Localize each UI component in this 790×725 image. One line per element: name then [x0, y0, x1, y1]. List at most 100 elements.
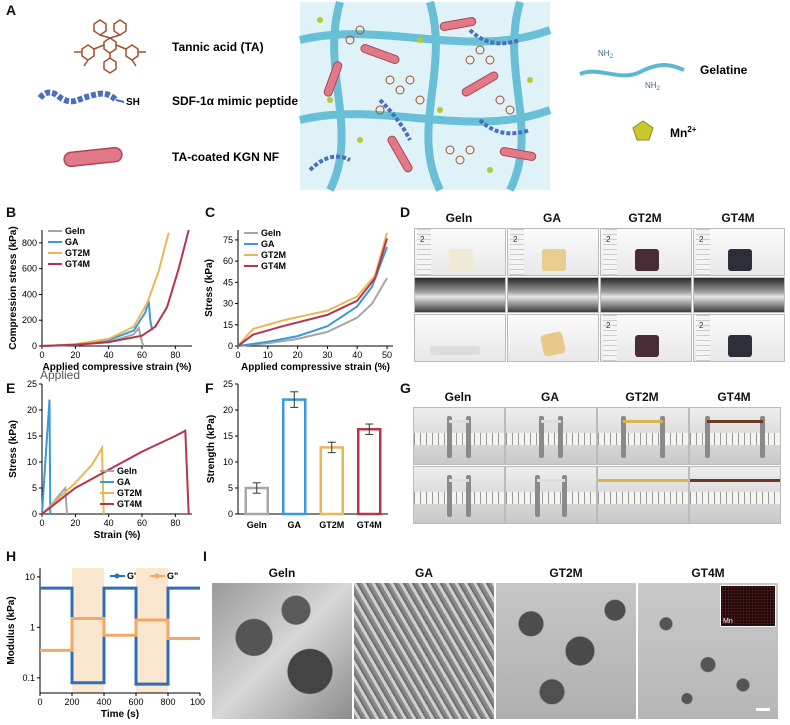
photo-d-Geln-row3: [414, 314, 506, 362]
y-tick-label: 1: [30, 622, 35, 632]
legend-marker: [114, 573, 120, 579]
x-tick-label: 400: [96, 697, 111, 707]
y-tick-label: 200: [22, 315, 37, 325]
bar-GT4M: [357, 427, 382, 516]
y-axis-label: Compression stress (kPa): [8, 226, 19, 349]
bar-GA: [282, 398, 307, 516]
x-tick-label: GA: [288, 520, 302, 530]
ta-label: Tannic acid (TA): [172, 40, 264, 54]
col-header-d-GT4M: GT4M: [721, 211, 755, 225]
x-tick-label: 0: [235, 350, 240, 360]
photo-d-GA-row2: [507, 277, 599, 313]
x-tick-label: 60: [137, 350, 147, 360]
clamp-right: [466, 475, 471, 517]
col-header-g-GA: GA: [541, 390, 559, 404]
chart-c: 0 10 20 30 40 50 0 15 30 45 60 75 Applied compressiv…: [204, 228, 393, 373]
x-tick-label: 0: [39, 350, 44, 360]
ruler: 2: [510, 229, 524, 275]
col-header-d-GA: GA: [543, 211, 561, 225]
x-tick-label: 50: [382, 350, 392, 360]
y-tick-label: 30: [223, 299, 233, 309]
hydrogel-sample: [635, 249, 659, 271]
stretched-hydrogel: [690, 479, 780, 482]
col-header-i-GT4M: GT4M: [691, 566, 725, 580]
clamp-left: [621, 416, 626, 458]
panel-letter-i: I: [203, 548, 207, 564]
y-tick-label: 0: [32, 341, 37, 351]
mn-inset-label: Mn: [723, 618, 733, 625]
photo-d-GT2M-row2: [600, 277, 692, 313]
stretched-hydrogel: [541, 420, 561, 423]
ruler-label: 2: [606, 235, 611, 244]
x-tick-label: 0: [37, 697, 42, 707]
photo-g-GT2M-row2: [597, 466, 689, 524]
x-tick-label: 40: [352, 350, 362, 360]
tannic-acid-icon: [74, 19, 146, 74]
y-tick-label: 400: [22, 289, 37, 299]
mn-icon: [632, 120, 654, 141]
y-tick-label: 15: [223, 431, 233, 441]
y-tick-label: 800: [22, 238, 37, 248]
panel-letter-e: E: [6, 380, 16, 396]
clamp-right: [660, 416, 665, 458]
photo-d-Geln-row1: 2: [414, 228, 506, 276]
legend-label: G': [127, 571, 136, 581]
photo-d-GT2M-row3: 2: [600, 314, 692, 362]
y-tick-label: 20: [223, 405, 233, 415]
time-band: [136, 568, 168, 693]
y-tick-label: 10: [25, 572, 35, 582]
x-tick-label: 200: [64, 697, 79, 707]
x-tick-label: 40: [104, 350, 114, 360]
x-tick-label: 800: [160, 697, 175, 707]
ruler: [690, 433, 780, 446]
clamp-left: [539, 416, 544, 458]
legend-label: G": [167, 571, 178, 581]
legend-label: GT4M: [65, 259, 90, 269]
photo-g-GT2M-row1: [597, 407, 689, 465]
legend-label: GT2M: [65, 248, 90, 258]
legend-label: GT2M: [261, 250, 286, 260]
sh-label: SH: [126, 97, 140, 108]
series-line-GT2M: [41, 232, 170, 347]
legend-label: GA: [261, 239, 275, 249]
mn-label: Mn2+: [670, 125, 697, 140]
photo-g-Geln-row1: [413, 407, 505, 465]
panel-letter-b: B: [6, 204, 17, 220]
y-tick-label: 0.1: [22, 673, 35, 683]
clamp-right: [558, 416, 563, 458]
axes-F: [237, 384, 388, 515]
y-tick-label: 75: [223, 235, 233, 245]
chart-f: 0 5 10 15 20 25 Strength (kPa) Geln GA GT2M GT4M: [206, 379, 388, 530]
col-header-i-GA: GA: [415, 566, 433, 580]
hydrogel-sample: [539, 330, 567, 358]
col-header-d-Geln: Geln: [445, 211, 473, 225]
series-line-Gp: [40, 617, 200, 652]
y-tick-label: 45: [223, 277, 233, 287]
ruler: 2: [417, 229, 431, 275]
x-axis-label: Time (s): [101, 709, 139, 720]
x-axis-label: Strain (%): [94, 530, 141, 541]
legend-label: Geln: [65, 226, 85, 236]
x-tick-label: 80: [170, 350, 180, 360]
panel-letter-d: D: [400, 204, 411, 220]
clamp-left: [447, 475, 452, 517]
x-tick-label: GT2M: [319, 520, 344, 530]
x-tick-label: 20: [70, 350, 80, 360]
hydrogel-network-illustration: [299, 0, 552, 192]
x-tick-label: 0: [39, 518, 44, 528]
ruler-label: 2: [606, 321, 611, 330]
photo-g-Geln-row2: [413, 466, 505, 524]
axes-C: [237, 230, 393, 347]
hydrogel-sample: [635, 335, 659, 357]
x-tick-label: 30: [322, 350, 332, 360]
panel-letter-h: H: [6, 548, 17, 564]
photo-d-GT4M-row3: 2: [693, 314, 785, 362]
clamp-right: [466, 416, 471, 458]
photo-g-GT4M-row2: [689, 466, 781, 524]
sdf-label: SDF-1α mimic peptide: [172, 94, 298, 108]
hydrogel-sample: [728, 249, 752, 271]
ruler: [690, 492, 780, 505]
y-tick-label: 25: [223, 379, 233, 389]
